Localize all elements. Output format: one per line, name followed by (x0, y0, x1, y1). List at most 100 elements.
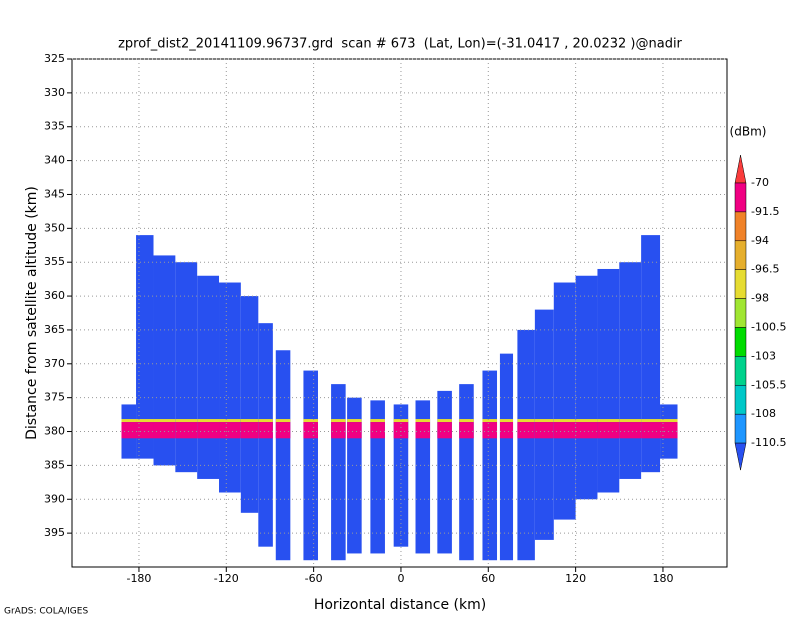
bright-band (597, 422, 620, 439)
radar-column (136, 235, 154, 459)
colorbar-box (734, 211, 747, 242)
bright-band (575, 422, 598, 439)
radar-column (575, 275, 598, 500)
bright-band (534, 422, 554, 439)
y-tick-label: 330 (44, 86, 65, 99)
bright-band-edge (437, 419, 452, 423)
radar-column (303, 370, 318, 561)
radar-column (370, 400, 385, 554)
bright-band-edge (197, 419, 220, 423)
bright-band (619, 422, 642, 439)
bright-band (136, 422, 154, 439)
bright-band-edge (482, 419, 498, 423)
x-axis-label: Horizontal distance (km) (314, 597, 486, 613)
colorbar-box (734, 356, 747, 386)
colorbar-box (734, 154, 747, 184)
radar-column (275, 350, 291, 561)
x-tick-label: -60 (305, 572, 323, 585)
y-tick-label: 345 (44, 187, 65, 200)
colorbar-box (734, 240, 747, 270)
radar-column (619, 262, 642, 479)
plot-frame (71, 58, 728, 568)
bright-band (437, 422, 452, 439)
radar-column (517, 329, 535, 561)
bright-band-edge (641, 419, 661, 423)
colorbar-label: -98 (751, 292, 769, 305)
footer: GrADS: COLA/IGES (4, 607, 88, 617)
colorbar-box (734, 298, 747, 328)
chart-title: zprof_dist2_20141109.96737.grd scan # 67… (118, 37, 682, 52)
bright-band-edge (303, 419, 318, 423)
bright-band-edge (219, 419, 241, 423)
bright-band (240, 422, 259, 439)
y-tick-label: 395 (44, 526, 65, 539)
colorbar-label: -96.5 (751, 263, 779, 276)
radar-column (499, 353, 514, 561)
x-tick-label: 120 (565, 572, 586, 585)
bright-band (370, 422, 385, 439)
x-tick-label: -180 (126, 572, 151, 585)
radar-column (437, 390, 452, 554)
radar-column (197, 275, 220, 479)
bright-band (499, 422, 514, 439)
bright-band (459, 422, 474, 439)
bright-band (153, 422, 176, 439)
bright-band-edge (347, 419, 362, 423)
radar-column (641, 235, 661, 473)
colorbar-box (734, 269, 747, 299)
bright-band-edge (370, 419, 385, 423)
bright-band (197, 422, 220, 439)
x-tick-label: 0 (397, 572, 404, 585)
colorbar-label: -70 (751, 176, 769, 189)
radar-column (153, 255, 176, 466)
bright-band (121, 422, 137, 439)
radar-column (331, 384, 346, 561)
bright-band-edge (575, 419, 598, 423)
bright-band (303, 422, 318, 439)
bright-band (393, 422, 409, 439)
radar-column (597, 268, 620, 493)
y-tick-label: 325 (44, 52, 65, 65)
bright-band-edge (517, 419, 535, 423)
radar-column (219, 282, 241, 493)
bright-band-edge (619, 419, 642, 423)
colorbar-label: -108 (751, 407, 776, 420)
bright-band-edge (240, 419, 259, 423)
bright-band-edge (175, 419, 198, 423)
bright-band (275, 422, 291, 439)
bright-band-edge (393, 419, 409, 423)
colorbar-label: -91.5 (751, 205, 779, 218)
colorbar-box (734, 413, 747, 444)
bright-band-edge (534, 419, 554, 423)
colorbar-label: -100.5 (751, 321, 786, 334)
y-tick-label: 350 (44, 221, 65, 234)
x-tick-label: 180 (652, 572, 673, 585)
bright-band-edge (597, 419, 620, 423)
bright-band-edge (121, 419, 137, 423)
y-tick-label: 380 (44, 425, 65, 438)
colorbar-label: -105.5 (751, 378, 786, 391)
bright-band (258, 422, 273, 439)
bright-band (175, 422, 198, 439)
bright-band (641, 422, 661, 439)
colorbar-label: -94 (751, 234, 769, 247)
bright-band (347, 422, 362, 439)
y-tick-label: 355 (44, 255, 65, 268)
bright-band-edge (459, 419, 474, 423)
colorbar-label: -103 (751, 349, 776, 362)
bright-band-edge (499, 419, 514, 423)
radar-column (240, 296, 259, 513)
x-tick-label: -120 (214, 572, 239, 585)
radar-column (415, 400, 431, 554)
bright-band-edge (415, 419, 431, 423)
y-tick-label: 365 (44, 323, 65, 336)
colorbar-box (734, 385, 747, 415)
radar-column (459, 384, 474, 561)
bright-band-edge (275, 419, 291, 423)
bright-band (219, 422, 241, 439)
radar-column (482, 370, 498, 561)
radar-column (553, 282, 576, 520)
colorbar-box (734, 327, 747, 357)
radar-column (175, 262, 198, 473)
